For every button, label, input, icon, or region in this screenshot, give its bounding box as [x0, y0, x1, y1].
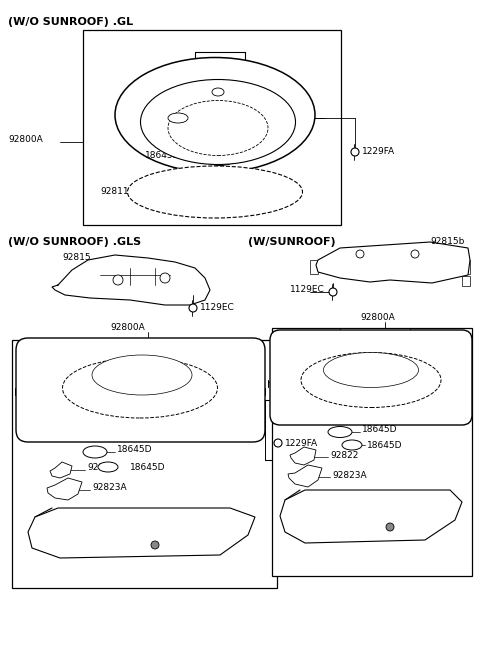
Ellipse shape — [328, 426, 352, 438]
Text: 92800A: 92800A — [110, 323, 145, 332]
Text: (W/SUNROOF): (W/SUNROOF) — [248, 237, 336, 247]
Text: 18645D: 18645D — [145, 150, 180, 160]
Ellipse shape — [342, 440, 362, 450]
Ellipse shape — [83, 446, 107, 458]
Circle shape — [386, 523, 394, 531]
Bar — [12, 340, 277, 588]
Ellipse shape — [324, 353, 419, 388]
Text: 1229FA: 1229FA — [285, 378, 318, 388]
Bar — [462, 260, 470, 274]
Circle shape — [113, 275, 123, 285]
Bar — [22, 345, 36, 359]
Text: 92815: 92815 — [62, 254, 91, 263]
Text: 1129EC: 1129EC — [290, 286, 325, 294]
Bar — [278, 333, 290, 345]
FancyBboxPatch shape — [270, 330, 472, 425]
Circle shape — [274, 439, 282, 447]
Circle shape — [274, 379, 282, 387]
Ellipse shape — [301, 353, 441, 407]
Ellipse shape — [128, 166, 302, 218]
Circle shape — [160, 273, 170, 283]
Ellipse shape — [212, 88, 224, 96]
Circle shape — [351, 148, 359, 156]
Text: 92823A: 92823A — [332, 470, 367, 480]
Bar — [272, 328, 472, 576]
FancyBboxPatch shape — [16, 338, 265, 442]
Text: 1229FA: 1229FA — [362, 148, 395, 156]
Text: 92815b: 92815b — [430, 237, 464, 246]
Ellipse shape — [98, 462, 118, 472]
Text: 92823A: 92823A — [92, 484, 127, 493]
Text: (W/O SUNROOF) .GL: (W/O SUNROOF) .GL — [8, 17, 133, 27]
Ellipse shape — [204, 150, 236, 166]
Bar — [240, 345, 254, 359]
Text: 18645D: 18645D — [117, 445, 153, 453]
Bar — [452, 333, 464, 345]
Ellipse shape — [62, 358, 217, 418]
Text: 92800A: 92800A — [360, 313, 395, 323]
Ellipse shape — [141, 79, 296, 164]
Bar — [310, 260, 318, 274]
Polygon shape — [290, 447, 316, 465]
Polygon shape — [50, 462, 72, 478]
Circle shape — [189, 304, 197, 312]
Text: 92800A: 92800A — [8, 135, 43, 145]
Ellipse shape — [168, 101, 268, 156]
Text: 1129EC: 1129EC — [200, 304, 235, 313]
Circle shape — [329, 288, 337, 296]
Ellipse shape — [168, 113, 188, 123]
Bar — [83, 30, 341, 225]
Text: 92811: 92811 — [100, 187, 129, 196]
Ellipse shape — [115, 58, 315, 173]
Circle shape — [411, 250, 419, 258]
Polygon shape — [47, 478, 82, 500]
Bar — [340, 328, 410, 340]
Polygon shape — [28, 508, 255, 558]
Polygon shape — [288, 465, 322, 487]
Text: 18645D: 18645D — [367, 440, 403, 449]
Circle shape — [356, 250, 364, 258]
Ellipse shape — [92, 355, 192, 395]
Polygon shape — [280, 490, 462, 543]
Bar — [462, 276, 470, 286]
Text: 18645D: 18645D — [362, 426, 397, 434]
Text: 18645D: 18645D — [130, 463, 166, 472]
Text: (W/O SUNROOF) .GLS: (W/O SUNROOF) .GLS — [8, 237, 141, 247]
Text: 1229FA: 1229FA — [285, 438, 318, 447]
Circle shape — [151, 541, 159, 549]
Text: 92822: 92822 — [87, 463, 115, 472]
Text: 92822: 92822 — [330, 451, 359, 459]
Bar — [110, 340, 170, 354]
Polygon shape — [316, 242, 470, 283]
